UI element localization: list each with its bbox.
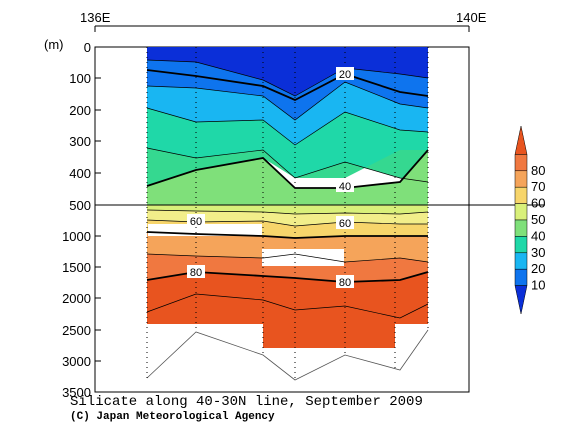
colorbar-label: 60 xyxy=(531,196,545,211)
colorbar-segment xyxy=(514,154,528,172)
y-tick-label: 0 xyxy=(84,40,91,55)
colorbar-segment xyxy=(514,203,528,221)
contour-label: 80 xyxy=(339,277,351,289)
colorbar-segment xyxy=(514,125,528,155)
y-tick-label: 500 xyxy=(69,198,91,213)
colorbar-segment xyxy=(514,170,528,188)
x-tick-label-1: 140E xyxy=(456,10,487,25)
y-tick-label: 2000 xyxy=(62,291,91,306)
colorbar-label: 70 xyxy=(531,179,545,194)
y-tick-label: 1500 xyxy=(62,260,91,275)
contour-label-bg xyxy=(187,214,205,227)
chart-credit: (C) Japan Meteorological Agency xyxy=(70,411,275,423)
y-axis: (m) 0 100 200 300 400 500 1000 1500 2000 2500 3000… xyxy=(44,37,101,400)
contour-label: 40 xyxy=(339,181,351,193)
colorbar-label: 80 xyxy=(531,163,545,178)
station-lines xyxy=(146,47,429,380)
y-tick-label: 200 xyxy=(69,103,91,118)
y-tick-label: 100 xyxy=(69,71,91,86)
y-tick-label: 3000 xyxy=(62,354,91,369)
contour-label: 60 xyxy=(339,218,351,230)
colorbar-segment xyxy=(514,219,528,237)
colorbar-segment xyxy=(514,236,528,254)
y-tick-label: 1000 xyxy=(62,229,91,244)
contour-label-bg xyxy=(336,179,354,192)
chart-title: Silicate along 40-30N line, September 20… xyxy=(70,394,423,410)
contour-label: 60 xyxy=(190,216,202,228)
contour-label-layer: 20 40 60 60 80 80 xyxy=(187,67,354,289)
colorbar-segment xyxy=(514,252,528,270)
y-tick-label: 3500 xyxy=(62,385,91,400)
contour-label-bg xyxy=(336,67,354,80)
seafloor-line xyxy=(146,329,429,381)
colorbar-segment xyxy=(514,186,528,204)
y-unit-label: (m) xyxy=(44,37,64,52)
colorbar-label: 20 xyxy=(531,261,545,276)
color-fill-upper xyxy=(147,47,428,205)
contour-label-bg xyxy=(187,265,205,278)
colorbar-segment xyxy=(514,268,528,286)
x-tick-label-0: 136E xyxy=(80,10,111,25)
colorbar-segment xyxy=(514,285,528,315)
contour-label: 80 xyxy=(190,267,202,279)
colorbar-label: 50 xyxy=(531,212,545,227)
contour-label-bg xyxy=(336,216,354,229)
colorbar-label: 10 xyxy=(531,278,545,293)
contour-label-bg xyxy=(336,275,354,288)
y-tick-label: 300 xyxy=(69,134,91,149)
y-tick-label: 2500 xyxy=(62,323,91,338)
x-axis: 136E 140E xyxy=(80,10,487,32)
colorbar-label: 30 xyxy=(531,245,545,260)
contour-label: 20 xyxy=(339,69,351,81)
y-tick-label: 400 xyxy=(69,166,91,181)
colorbar-label: 40 xyxy=(531,228,545,243)
